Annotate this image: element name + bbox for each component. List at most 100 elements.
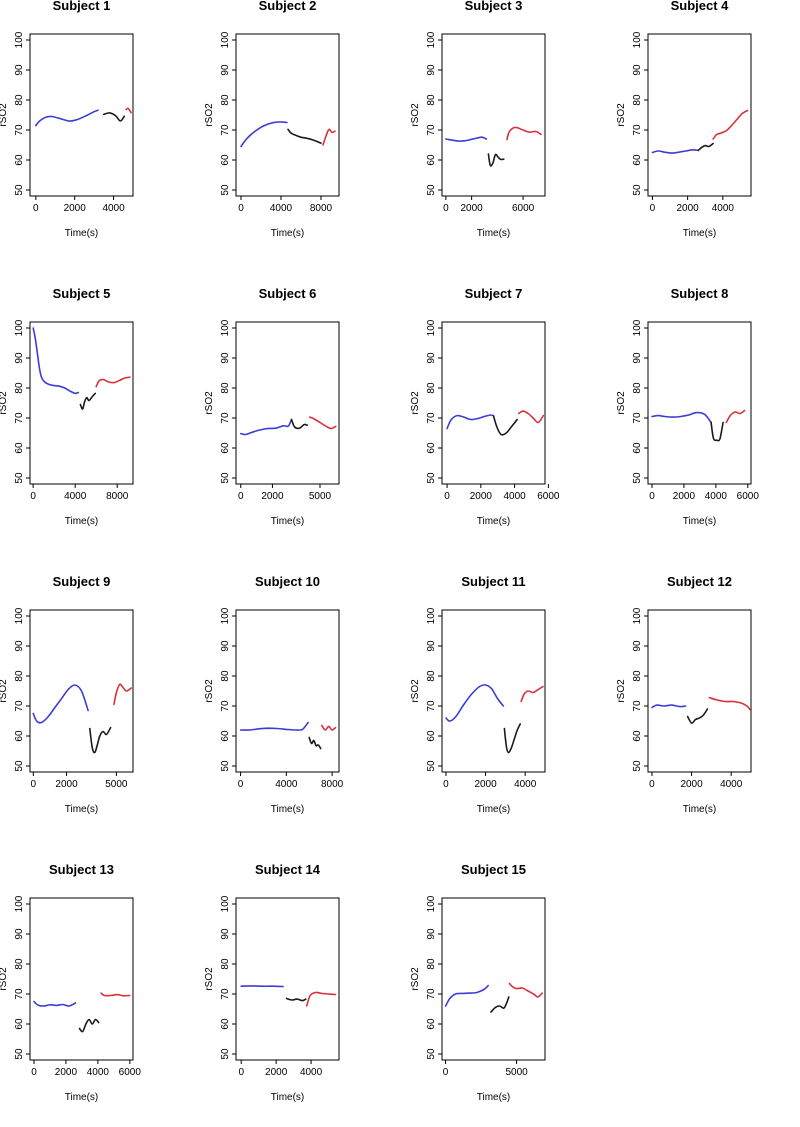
x-tick-label: 0 <box>443 1067 449 1078</box>
x-tick-label: 4000 <box>64 491 87 502</box>
x-tick-label: 4000 <box>87 1067 110 1078</box>
x-tick-label: 5000 <box>309 491 332 502</box>
subplot-title: Subject 10 <box>255 574 320 589</box>
series-line-red <box>305 991 337 1007</box>
y-tick-label: 70 <box>426 412 437 424</box>
y-tick-label: 100 <box>220 319 231 336</box>
y-axis-label: rSO2 <box>410 679 421 703</box>
y-axis-label: rSO2 <box>204 679 215 703</box>
y-tick-label: 80 <box>14 382 25 394</box>
y-tick-label: 90 <box>426 640 437 652</box>
y-tick-label: 90 <box>14 928 25 940</box>
series-line-blue <box>446 414 495 430</box>
y-tick-label: 90 <box>220 640 231 652</box>
plot-frame <box>29 609 134 773</box>
x-tick-label: 2000 <box>64 203 87 214</box>
y-tick-label: 60 <box>220 1018 231 1030</box>
x-tick-label: 0 <box>238 491 244 502</box>
series-line-red <box>506 126 542 141</box>
y-tick-label: 60 <box>426 1018 437 1030</box>
x-axis-label: Time(s) <box>271 516 305 527</box>
series-line-red <box>712 109 749 140</box>
x-axis-label: Time(s) <box>65 804 99 815</box>
y-tick-label: 60 <box>220 154 231 166</box>
subplot-title: Subject 2 <box>259 0 317 13</box>
series-line-black <box>285 997 307 1002</box>
subplot: Subject 11 50 60 70 80 90 100 rSO2 0 2000 4000 Time… <box>410 574 546 815</box>
subplot: Subject 2 50 60 70 80 90 100 rSO2 0 4000 8000 Time(… <box>204 0 340 239</box>
x-tick-label: 2000 <box>676 203 699 214</box>
x-tick-label: 6000 <box>512 203 535 214</box>
y-tick-label: 70 <box>632 412 643 424</box>
y-tick-label: 60 <box>14 442 25 454</box>
y-axis-label: rSO2 <box>410 391 421 415</box>
subplot: Subject 5 50 60 70 80 90 100 rSO2 0 4000 8000 Time(… <box>0 286 134 527</box>
y-axis-label: rSO2 <box>616 103 627 127</box>
subplot: Subject 1 50 60 70 80 90 100 rSO2 0 2000 4000 Time(… <box>0 0 134 239</box>
y-tick-label: 70 <box>426 988 437 1000</box>
subplot-title: Subject 8 <box>671 286 729 301</box>
series-line-red <box>321 724 337 731</box>
plot-frame <box>235 897 340 1061</box>
series-line-red <box>113 683 133 706</box>
y-tick-label: 50 <box>632 472 643 484</box>
x-axis-label: Time(s) <box>683 804 717 815</box>
y-tick-label: 80 <box>632 670 643 682</box>
y-axis-label: rSO2 <box>410 103 421 127</box>
subplot: Subject 13 50 60 70 80 90 100 rSO2 0 2000 4000 6000… <box>0 862 141 1103</box>
y-tick-label: 50 <box>220 1048 231 1060</box>
plot-frame <box>441 609 546 773</box>
x-tick-label: 2000 <box>261 491 284 502</box>
y-tick-label: 70 <box>426 124 437 136</box>
y-tick-label: 60 <box>426 442 437 454</box>
subplot-title: Subject 12 <box>667 574 732 589</box>
x-tick-label: 4000 <box>300 1067 323 1078</box>
y-tick-label: 80 <box>14 670 25 682</box>
x-tick-label: 4000 <box>503 491 526 502</box>
y-tick-label: 80 <box>426 94 437 106</box>
y-tick-label: 100 <box>14 895 25 912</box>
subplot: Subject 7 50 60 70 80 90 100 rSO2 0 2000 4000 6000 T… <box>410 286 560 527</box>
series-line-black <box>686 708 709 724</box>
series-line-red <box>708 696 751 711</box>
y-tick-label: 50 <box>426 472 437 484</box>
x-tick-label: 4000 <box>514 779 537 790</box>
x-tick-label: 8000 <box>310 203 333 214</box>
y-tick-label: 70 <box>632 700 643 712</box>
y-tick-label: 100 <box>426 607 437 624</box>
y-tick-label: 90 <box>14 64 25 76</box>
y-tick-label: 100 <box>220 895 231 912</box>
y-axis-label: rSO2 <box>0 391 9 415</box>
y-tick-label: 100 <box>426 31 437 48</box>
x-axis-label: Time(s) <box>683 228 717 239</box>
series-line-red <box>518 410 545 424</box>
subplot-title: Subject 1 <box>53 0 111 13</box>
plot-frame <box>647 609 752 773</box>
series-line-blue <box>240 121 288 148</box>
x-axis-label: Time(s) <box>477 804 511 815</box>
x-tick-label: 4000 <box>102 203 125 214</box>
x-tick-label: 0 <box>443 203 449 214</box>
series-line-blue <box>651 148 699 154</box>
series-line-black <box>308 736 322 750</box>
y-tick-label: 100 <box>632 607 643 624</box>
series-line-black <box>710 421 724 442</box>
y-tick-label: 60 <box>426 730 437 742</box>
y-tick-label: 80 <box>14 94 25 106</box>
y-tick-label: 60 <box>14 154 25 166</box>
subplot: Subject 14 50 60 70 80 90 100 rSO2 0 2000 4000 Time… <box>204 862 340 1103</box>
y-tick-label: 100 <box>426 895 437 912</box>
y-tick-label: 90 <box>220 64 231 76</box>
y-tick-label: 50 <box>426 184 437 196</box>
y-tick-label: 80 <box>220 958 231 970</box>
series-line-blue <box>444 984 489 1007</box>
series-line-black <box>78 1018 100 1033</box>
x-tick-label: 0 <box>649 779 655 790</box>
y-tick-label: 100 <box>14 607 25 624</box>
series-line-black <box>697 142 714 152</box>
y-axis-label: rSO2 <box>0 967 9 991</box>
series-line-black <box>503 723 521 754</box>
y-tick-label: 50 <box>426 760 437 772</box>
x-tick-label: 0 <box>650 203 656 214</box>
